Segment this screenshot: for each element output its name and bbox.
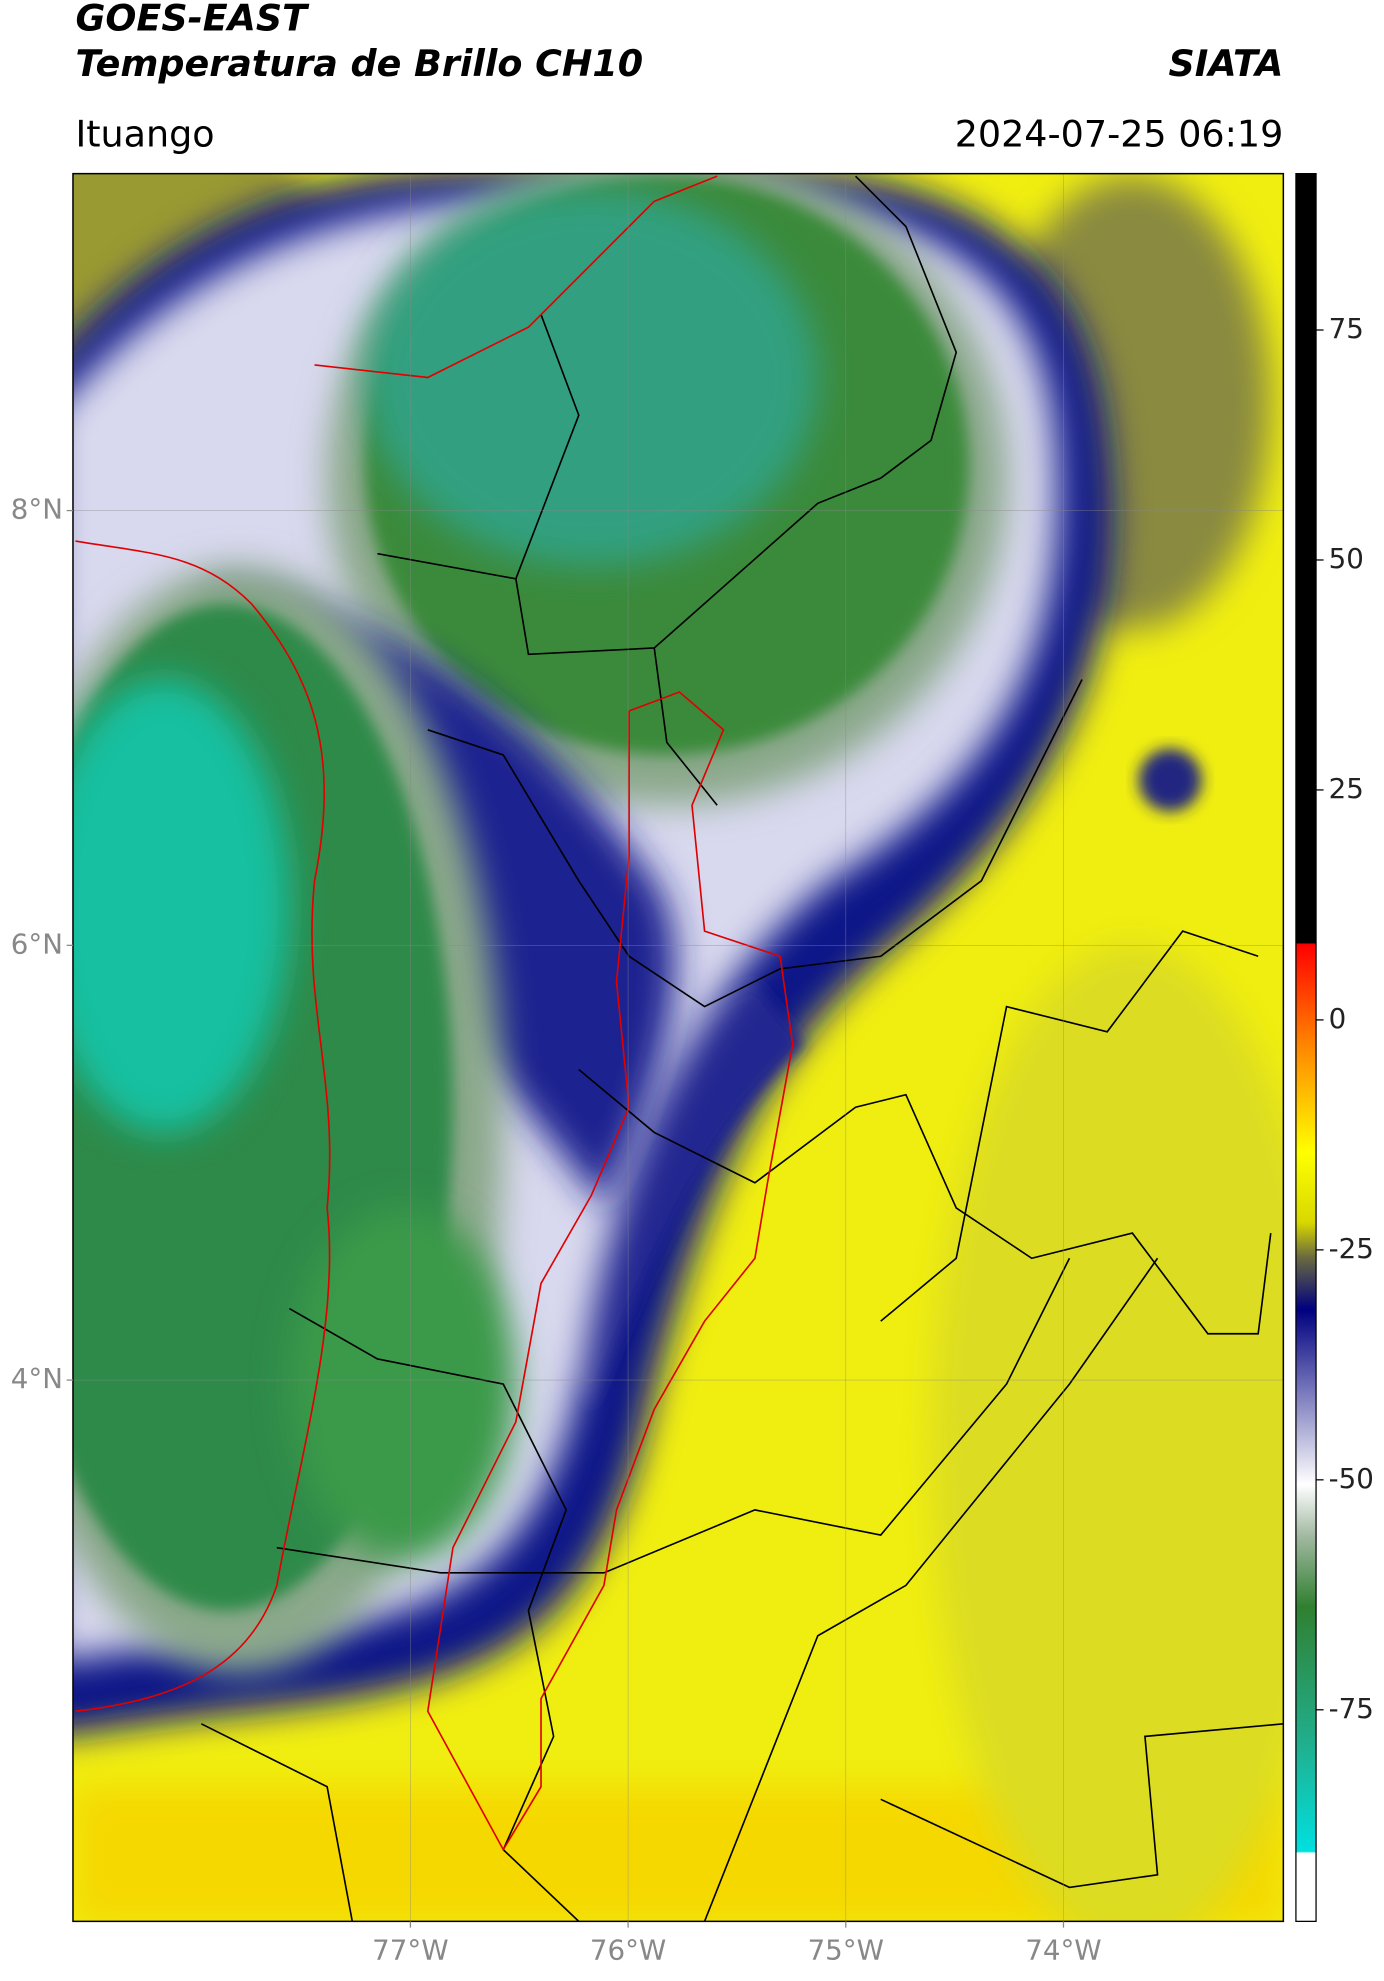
map-frame: [72, 172, 1285, 1923]
colorbar-label: -50: [1329, 1462, 1374, 1495]
colorbar-label: -25: [1329, 1232, 1374, 1265]
brand: SIATA: [1169, 42, 1284, 85]
colorbar-label: 50: [1329, 542, 1364, 575]
graticule: [72, 173, 1284, 1922]
colorbar-label: 25: [1329, 772, 1364, 805]
colorbar-label: 0: [1329, 1002, 1347, 1035]
lat-label: 4°N: [11, 1362, 63, 1395]
lon-label: 74°W: [1025, 1934, 1101, 1967]
lat-label: 6°N: [11, 927, 63, 960]
lat-label: 8°N: [11, 493, 63, 526]
title: GOES-EAST: [75, 0, 310, 40]
lon-label: 75°W: [808, 1934, 884, 1967]
colorbar-label: 75: [1329, 312, 1364, 345]
colorbar-label: -75: [1329, 1692, 1374, 1725]
lon-label: 76°W: [590, 1934, 666, 1967]
subtitle: Temperatura de Brillo CH10: [75, 42, 643, 85]
location: Ituango: [75, 112, 214, 155]
satellite-image: [72, 173, 1284, 1922]
lon-label: 77°W: [372, 1934, 448, 1967]
datetime: 2024-07-25 06:19: [955, 112, 1284, 155]
colorbar: [1295, 173, 1317, 1922]
